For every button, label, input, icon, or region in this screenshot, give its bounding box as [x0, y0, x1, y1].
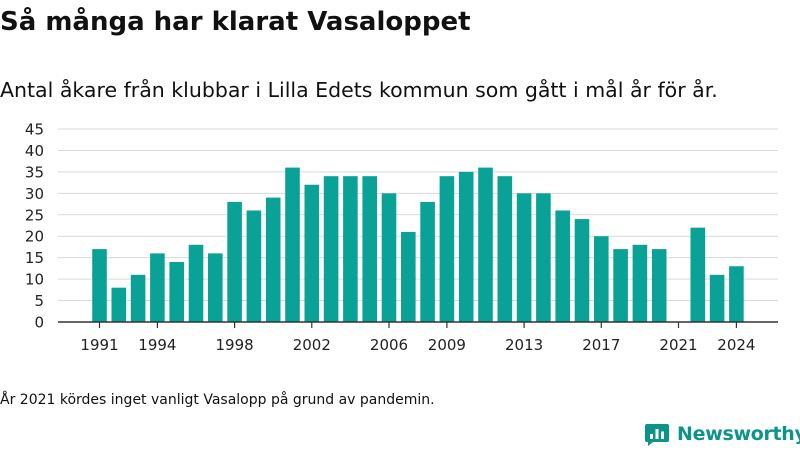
x-tick-label: 2021 [659, 336, 697, 354]
y-tick-label: 30 [25, 185, 44, 203]
bar-2003 [323, 176, 339, 322]
y-tick-label: 40 [25, 142, 44, 160]
bar-1995 [169, 261, 184, 322]
bar-2022 [690, 227, 706, 322]
bar-1992 [111, 287, 127, 322]
bars [92, 167, 744, 322]
bar-2012 [497, 176, 513, 322]
brand-name: Newsworthy [677, 423, 800, 445]
bar-2008 [420, 201, 435, 322]
bar-2017 [594, 236, 609, 322]
x-tick-label: 1991 [80, 336, 118, 354]
bar-1991 [92, 249, 107, 322]
x-tick-label: 1994 [138, 336, 176, 354]
x-tick-label: 1998 [216, 336, 254, 354]
bar-2001 [285, 167, 300, 322]
bar-2000 [265, 197, 281, 322]
bar-2015 [555, 210, 570, 322]
bar-2010 [458, 171, 474, 322]
bar-2011 [478, 167, 493, 322]
bar-2016 [574, 219, 590, 322]
y-tick-label: 15 [25, 249, 44, 267]
bar-2004 [343, 176, 358, 322]
x-tick-label: 2002 [293, 336, 331, 354]
bar-2005 [362, 176, 377, 322]
bar-2006 [381, 193, 397, 322]
bar-2002 [304, 184, 320, 322]
bar-2014 [536, 193, 551, 322]
x-tick-label: 2013 [505, 336, 543, 354]
bar-2019 [632, 244, 648, 322]
y-tick-label: 10 [25, 271, 44, 289]
bar-1999 [246, 210, 262, 322]
bar-2020 [651, 249, 667, 322]
bar-1998 [227, 201, 242, 322]
y-tick-label: 20 [25, 228, 44, 246]
y-tick-label: 5 [34, 292, 44, 310]
chart-subtitle: Antal åkare från klubbar i Lilla Edets k… [0, 78, 718, 102]
bar-chart-logo-icon [645, 424, 669, 446]
bar-2018 [613, 249, 628, 322]
axes: 0 5 10 15 20 25 30 35 40 45 1991 1994 1998 2002 2006 20… [25, 121, 778, 354]
bar-1997 [208, 253, 223, 322]
footnote: År 2021 kördes inget vanligt Vasalopp på… [0, 392, 435, 408]
bar-2024 [729, 266, 744, 322]
y-tick-label: 0 [34, 314, 44, 332]
bar-2013 [516, 193, 532, 322]
x-tick-label: 2009 [428, 336, 466, 354]
y-tick-label: 25 [25, 206, 44, 224]
newsworthy-brand[interactable]: Newsworthy [644, 419, 800, 449]
chart-title: Så många har klarat Vasaloppet [0, 7, 471, 37]
bar-2023 [709, 274, 725, 322]
x-tick-label: 2017 [582, 336, 620, 354]
bar-1993 [130, 274, 146, 322]
y-tick-label: 35 [25, 163, 44, 181]
y-tick-label: 45 [25, 121, 44, 139]
bar-2009 [439, 176, 455, 322]
bar-1994 [150, 253, 165, 322]
bar-1996 [188, 244, 204, 322]
bar-chart: 0 5 10 15 20 25 30 35 40 45 1991 1994 1998 2002 2006 20… [25, 121, 778, 354]
bar-2007 [401, 231, 416, 322]
x-tick-label: 2024 [717, 336, 755, 354]
grid-lines [58, 128, 778, 302]
x-tick-label: 2006 [370, 336, 408, 354]
